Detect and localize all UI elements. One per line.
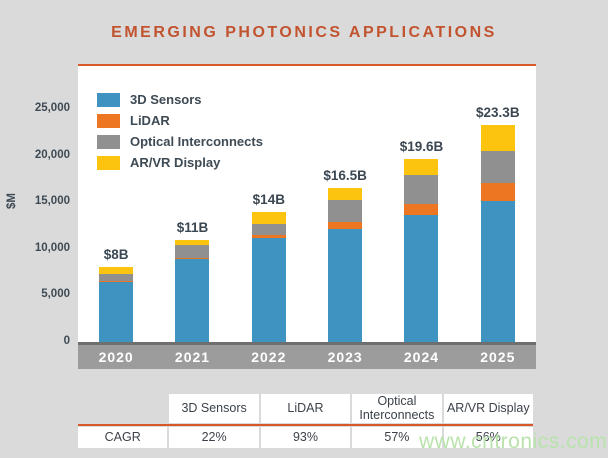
bar-segment [328,188,363,201]
table-header-cell: 3D Sensors [169,394,259,423]
table-cell: CAGR [78,427,168,448]
x-axis-year-label: 2020 [98,349,134,365]
bar-column-2023: $16.5B [307,80,383,342]
x-axis-year-label: 2025 [480,349,516,365]
y-axis-tick-label: 5,000 [41,288,70,301]
bar-stack [251,211,286,342]
bar-segment [175,245,210,258]
bar-segment [328,228,363,342]
bar-total-label: $23.3B [476,104,520,120]
bar-column-2025: $23.3B [460,80,536,342]
bar-segment [480,151,515,184]
legend-swatch-icon [97,134,120,149]
table-header-row: 3D Sensors LiDAR Optical Interconnects AR/V… [78,394,533,423]
bar-stack [328,188,363,342]
bar-segment [99,267,134,274]
legend-label: LiDAR [130,113,170,128]
table-header-cell: Optical Interconnects [352,394,442,423]
x-axis-year-label: 2023 [327,349,363,365]
y-axis-tick-label: 20,000 [34,148,70,161]
bar-stack [404,159,439,342]
legend-item-4: AR/VR Display [97,155,263,170]
bar-segment [175,258,210,342]
bar-segment [251,223,286,235]
table-cell: 57% [352,427,442,448]
bar-segment [175,257,210,259]
bar-segment [480,124,515,152]
y-axis-tick-label: 25,000 [34,102,70,114]
legend: 3D Sensors LiDAR Optical Interconnects AR/V… [97,92,263,170]
x-axis-year-label: 2024 [403,349,440,365]
plot-area: 3D Sensors LiDAR Optical Interconnects AR/V… [78,64,536,369]
bar-segment [328,222,363,229]
bar-total-label: $8B [103,247,129,263]
bar-segment [480,201,515,342]
bar-segment [404,159,439,176]
table-header-cell: LiDAR [260,394,351,423]
table-header-cell: AR/VR Display [443,394,533,423]
table-header-cell [78,394,167,423]
bar-segment [251,234,286,238]
y-axis-tick-label: 0 [63,335,70,347]
x-axis-year-label: 2021 [174,349,211,365]
bar-stack [480,124,515,342]
legend-swatch-icon [97,113,120,128]
legend-item-2: LiDAR [97,113,263,128]
bar-column-2022: $14B [231,80,307,342]
table-divider-line [78,424,533,426]
bar-segment [404,215,439,342]
legend-label: 3D Sensors [130,92,202,107]
legend-label: AR/VR Display [130,155,221,170]
cagr-table: 3D Sensors LiDAR Optical Interconnects AR/V… [78,394,533,448]
bar-total-label: $11B [176,219,209,235]
table-cell: 22% [169,427,259,448]
table-cell: 56% [443,427,533,448]
bar-total-label: $16.5B [323,168,367,184]
watermark: www.cntronics.com [419,430,608,453]
bar-column-2021: $11B [154,80,230,342]
bar-stack [99,267,134,342]
bar-segment [99,281,134,342]
bar-segment [404,203,439,216]
bar-segment [328,200,363,223]
bar-segment [251,237,286,342]
legend-swatch-icon [97,155,120,170]
bar-stack [175,239,210,342]
legend-item-3: Optical Interconnects [97,134,263,149]
bar-total-label: $19.6B [399,139,444,155]
y-axis-tick-label: 15,000 [34,195,70,208]
x-axis-year-label: 2022 [251,349,287,365]
legend-swatch-icon [97,92,120,107]
bar-segment [251,211,286,224]
table-row: CAGR 22% 93% 57% 56% [78,427,533,448]
bar-segment [175,239,210,246]
table-cell: 93% [260,427,351,448]
bar-column-2020: $8B [78,80,154,342]
bar-total-label: $14B [252,191,285,207]
legend-item-1: 3D Sensors [97,92,263,107]
bar-segment [480,183,515,202]
y-axis-tick-label: 10,000 [34,241,70,254]
bars-container: $8B $11B $14B $16.5B $19.6B $23.3B [78,80,536,342]
chart-title: EMERGING PHOTONICS APPLICATIONS [111,24,497,41]
x-axis-band: 2020 2021 2022 2023 2024 2025 [78,342,536,369]
bar-segment [99,273,134,282]
bar-column-2024: $19.6B [383,80,459,342]
bar-segment [404,175,439,204]
legend-label: Optical Interconnects [130,134,263,149]
